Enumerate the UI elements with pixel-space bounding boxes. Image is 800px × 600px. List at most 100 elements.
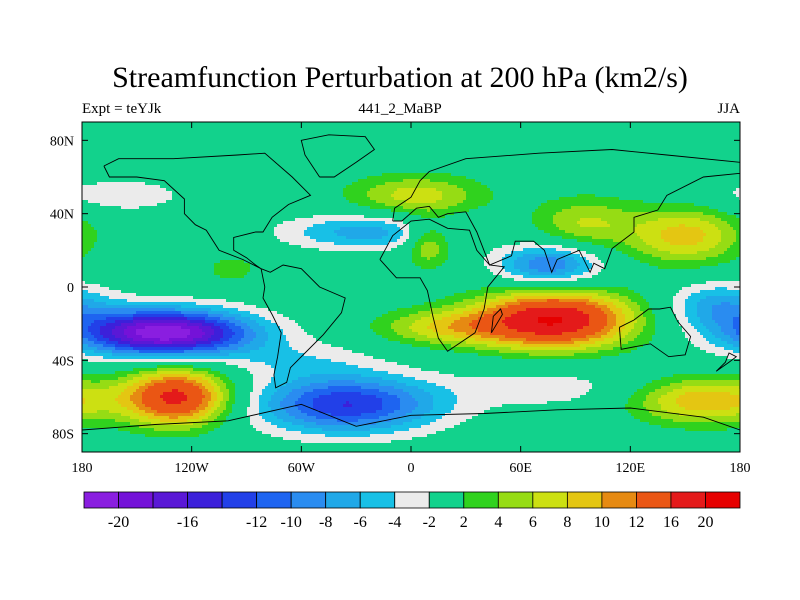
contour-cell xyxy=(217,416,227,420)
y-tick-label: 40S xyxy=(52,354,74,369)
contour-cell xyxy=(613,311,623,315)
contour-cell xyxy=(268,401,281,405)
contour-cell xyxy=(448,326,473,330)
contour-cell xyxy=(667,227,701,231)
contour-cell xyxy=(424,302,455,306)
contour-cell xyxy=(736,236,740,240)
contour-cell xyxy=(391,323,413,327)
contour-cell xyxy=(163,392,185,396)
contour-cell xyxy=(82,233,98,237)
contour-cell xyxy=(607,221,647,225)
contour-cell xyxy=(718,209,740,213)
contour-cell xyxy=(187,398,203,402)
contour-cell xyxy=(400,404,419,408)
contour-cell xyxy=(223,380,233,384)
contour-cell xyxy=(235,395,251,399)
contour-cell xyxy=(448,182,482,186)
contour-cell xyxy=(418,401,434,405)
contour-cell xyxy=(502,260,515,264)
contour-cell xyxy=(157,410,191,414)
contour-cell xyxy=(562,320,590,324)
contour-cell xyxy=(412,323,431,327)
contour-cell xyxy=(82,356,104,360)
contour-cell xyxy=(208,401,215,405)
contour-cell xyxy=(601,356,728,360)
contour-cell xyxy=(631,308,641,312)
contour-cell xyxy=(82,287,110,291)
contour-cell xyxy=(184,380,197,384)
contour-cell xyxy=(493,272,512,276)
contour-cell xyxy=(358,419,392,423)
contour-cell xyxy=(82,410,98,414)
colorbar-swatch xyxy=(325,491,361,509)
contour-cell xyxy=(604,245,632,249)
contour-cell xyxy=(139,407,152,411)
contour-cell xyxy=(103,344,116,348)
contour-cell xyxy=(727,356,740,360)
contour-cell xyxy=(661,233,707,237)
contour-cell xyxy=(208,338,221,342)
contour-cell xyxy=(595,254,629,258)
contour-cell xyxy=(538,206,572,210)
contour-cell xyxy=(334,230,389,234)
contour-cell xyxy=(91,380,101,384)
contour-cell xyxy=(253,338,269,342)
contour-cell xyxy=(304,233,338,237)
contour-cell xyxy=(271,434,326,438)
contour-cell xyxy=(199,434,272,438)
contour-cell xyxy=(277,425,305,429)
contour-cell xyxy=(196,344,215,348)
contour-cell xyxy=(169,416,179,420)
contour-cell xyxy=(253,329,266,333)
colorbar-swatch xyxy=(566,491,603,509)
contour-cell xyxy=(631,350,707,354)
contour-cell xyxy=(82,407,128,411)
contour-cell xyxy=(421,416,443,420)
contour-cell xyxy=(82,422,131,426)
contour-cell xyxy=(82,167,740,171)
contour-cell xyxy=(220,401,227,405)
contour-cell xyxy=(646,221,710,225)
contour-cell xyxy=(289,317,377,321)
contour-cell xyxy=(451,173,740,177)
contour-cell xyxy=(733,320,740,324)
contour-cell xyxy=(82,344,89,348)
contour-cell xyxy=(208,422,224,426)
contour-cell xyxy=(535,242,593,246)
contour-cell xyxy=(532,218,554,222)
contour-cell xyxy=(658,248,710,252)
contour-cell xyxy=(133,338,161,342)
contour-cell xyxy=(196,380,209,384)
contour-cell xyxy=(490,251,512,255)
contour-cell xyxy=(376,200,407,204)
contour-cell xyxy=(628,341,650,345)
contour-cell xyxy=(208,431,263,435)
contour-cell xyxy=(217,392,224,396)
contour-cell xyxy=(436,419,467,423)
contour-cell xyxy=(106,323,122,327)
contour-cell xyxy=(601,260,641,264)
contour-cell xyxy=(382,401,401,405)
contour-cell xyxy=(733,323,740,327)
contour-cell xyxy=(706,257,737,261)
colorbar-swatch xyxy=(428,491,465,509)
contour-cell xyxy=(142,374,161,378)
contour-cell xyxy=(472,320,503,324)
contour-cell xyxy=(733,191,740,195)
contour-cell xyxy=(229,344,245,348)
contour-cell xyxy=(121,392,134,396)
contour-cell xyxy=(187,395,206,399)
contour-cell xyxy=(283,332,308,336)
contour-cell xyxy=(250,263,416,267)
contour-cell xyxy=(265,362,347,366)
contour-cell xyxy=(394,197,443,201)
contour-cell xyxy=(382,314,410,318)
contour-cell xyxy=(493,311,518,315)
contour-cell xyxy=(442,311,464,315)
contour-cell xyxy=(148,386,200,390)
contour-cell xyxy=(643,344,695,348)
contour-cell xyxy=(637,389,656,393)
contour-cell xyxy=(682,329,698,333)
contour-cell xyxy=(82,425,140,429)
contour-cell xyxy=(277,416,296,420)
